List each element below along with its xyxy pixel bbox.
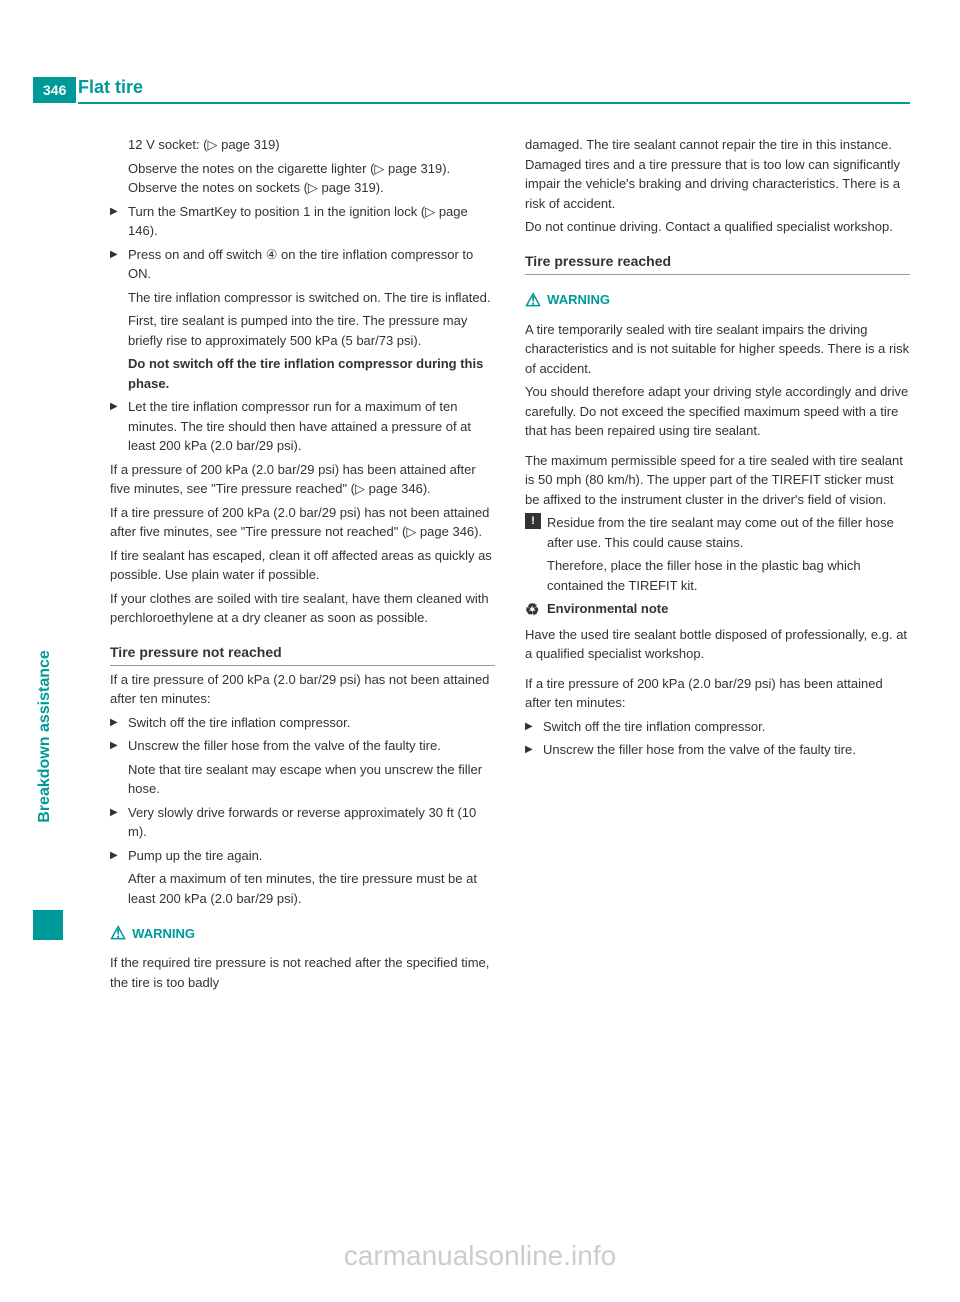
env-text: Have the used tire sealant bottle dispos… <box>525 625 910 664</box>
info-icon: ! <box>525 513 541 529</box>
ifreached-text: If a tire pressure of 200 kPa (2.0 bar/2… <box>525 674 910 713</box>
env-label: Environmental note <box>547 601 668 616</box>
warning-text-2a: A tire temporarily sealed with tire seal… <box>525 320 910 379</box>
socket-text: 12 V socket: (▷ page 319) <box>110 135 495 155</box>
warning-label-1: WARNING <box>132 924 195 944</box>
warning-heading-1: ⚠ WARNING <box>110 920 495 947</box>
side-label: Breakdown assistance <box>36 650 54 823</box>
escaped-text: If tire sealant has escaped, clean it of… <box>110 546 495 585</box>
warning-icon: ⚠ <box>110 920 126 947</box>
drive-item: Very slowly drive forwards or reverse ap… <box>110 803 495 842</box>
warning-icon: ⚠ <box>525 287 541 314</box>
page-number: 346 <box>33 77 76 103</box>
unscrew-item: Unscrew the filler hose from the valve o… <box>110 736 495 756</box>
switchoff-item: Switch off the tire inflation compressor… <box>110 713 495 733</box>
residue-text-1: Residue from the tire sealant may come o… <box>547 515 894 550</box>
pump-item: Pump up the tire again. <box>110 846 495 866</box>
left-column: 12 V socket: (▷ page 319) Observe the no… <box>110 135 495 996</box>
donotcontinue-text: Do not continue driving. Contact a quali… <box>525 217 910 237</box>
recycle-icon: ♻ <box>525 599 539 623</box>
residue-item: ! Residue from the tire sealant may come… <box>525 513 910 552</box>
let-run-item: Let the tire inflation compressor run fo… <box>110 397 495 456</box>
header-bar: Flat tire <box>78 77 910 104</box>
do-not-switch: Do not switch off the tire inflation com… <box>110 354 495 393</box>
warning-text-2b: You should therefore adapt your driving … <box>525 382 910 441</box>
footer-watermark: carmanualsonline.info <box>0 1240 960 1272</box>
ifnot200-text: If a tire pressure of 200 kPa (2.0 bar/2… <box>110 503 495 542</box>
warning-label-2: WARNING <box>547 290 610 310</box>
side-tab <box>33 910 63 940</box>
maxspeed-text: The maximum permissible speed for a tire… <box>525 451 910 510</box>
warning-text-1: If the required tire pressure is not rea… <box>110 953 495 992</box>
unscrew-item-2: Unscrew the filler hose from the valve o… <box>525 740 910 760</box>
warning-heading-2: ⚠ WARNING <box>525 287 910 314</box>
note-escape: Note that tire sealant may escape when y… <box>110 760 495 799</box>
switchoff-item-2: Switch off the tire inflation compressor… <box>525 717 910 737</box>
if200-text: If a pressure of 200 kPa (2.0 bar/29 psi… <box>110 460 495 499</box>
pump-result: After a maximum of ten minutes, the tire… <box>110 869 495 908</box>
press-result1: The tire inflation compressor is switche… <box>110 288 495 308</box>
heading-not-reached: Tire pressure not reached <box>110 642 495 666</box>
heading-reached: Tire pressure reached <box>525 251 910 275</box>
page-title: Flat tire <box>78 77 143 97</box>
damaged-text: damaged. The tire sealant cannot repair … <box>525 135 910 213</box>
press-item: Press on and off switch ④ on the tire in… <box>110 245 495 284</box>
residue-text-2: Therefore, place the filler hose in the … <box>525 556 910 595</box>
observe-text: Observe the notes on the cigarette light… <box>110 159 495 198</box>
press-result2: First, tire sealant is pumped into the t… <box>110 311 495 350</box>
soiled-text: If your clothes are soiled with tire sea… <box>110 589 495 628</box>
right-column: damaged. The tire sealant cannot repair … <box>525 135 910 996</box>
turn-item: Turn the SmartKey to position 1 in the i… <box>110 202 495 241</box>
env-heading: ♻ Environmental note <box>525 599 910 619</box>
not-reached-intro: If a tire pressure of 200 kPa (2.0 bar/2… <box>110 670 495 709</box>
content-area: 12 V socket: (▷ page 319) Observe the no… <box>110 135 910 996</box>
